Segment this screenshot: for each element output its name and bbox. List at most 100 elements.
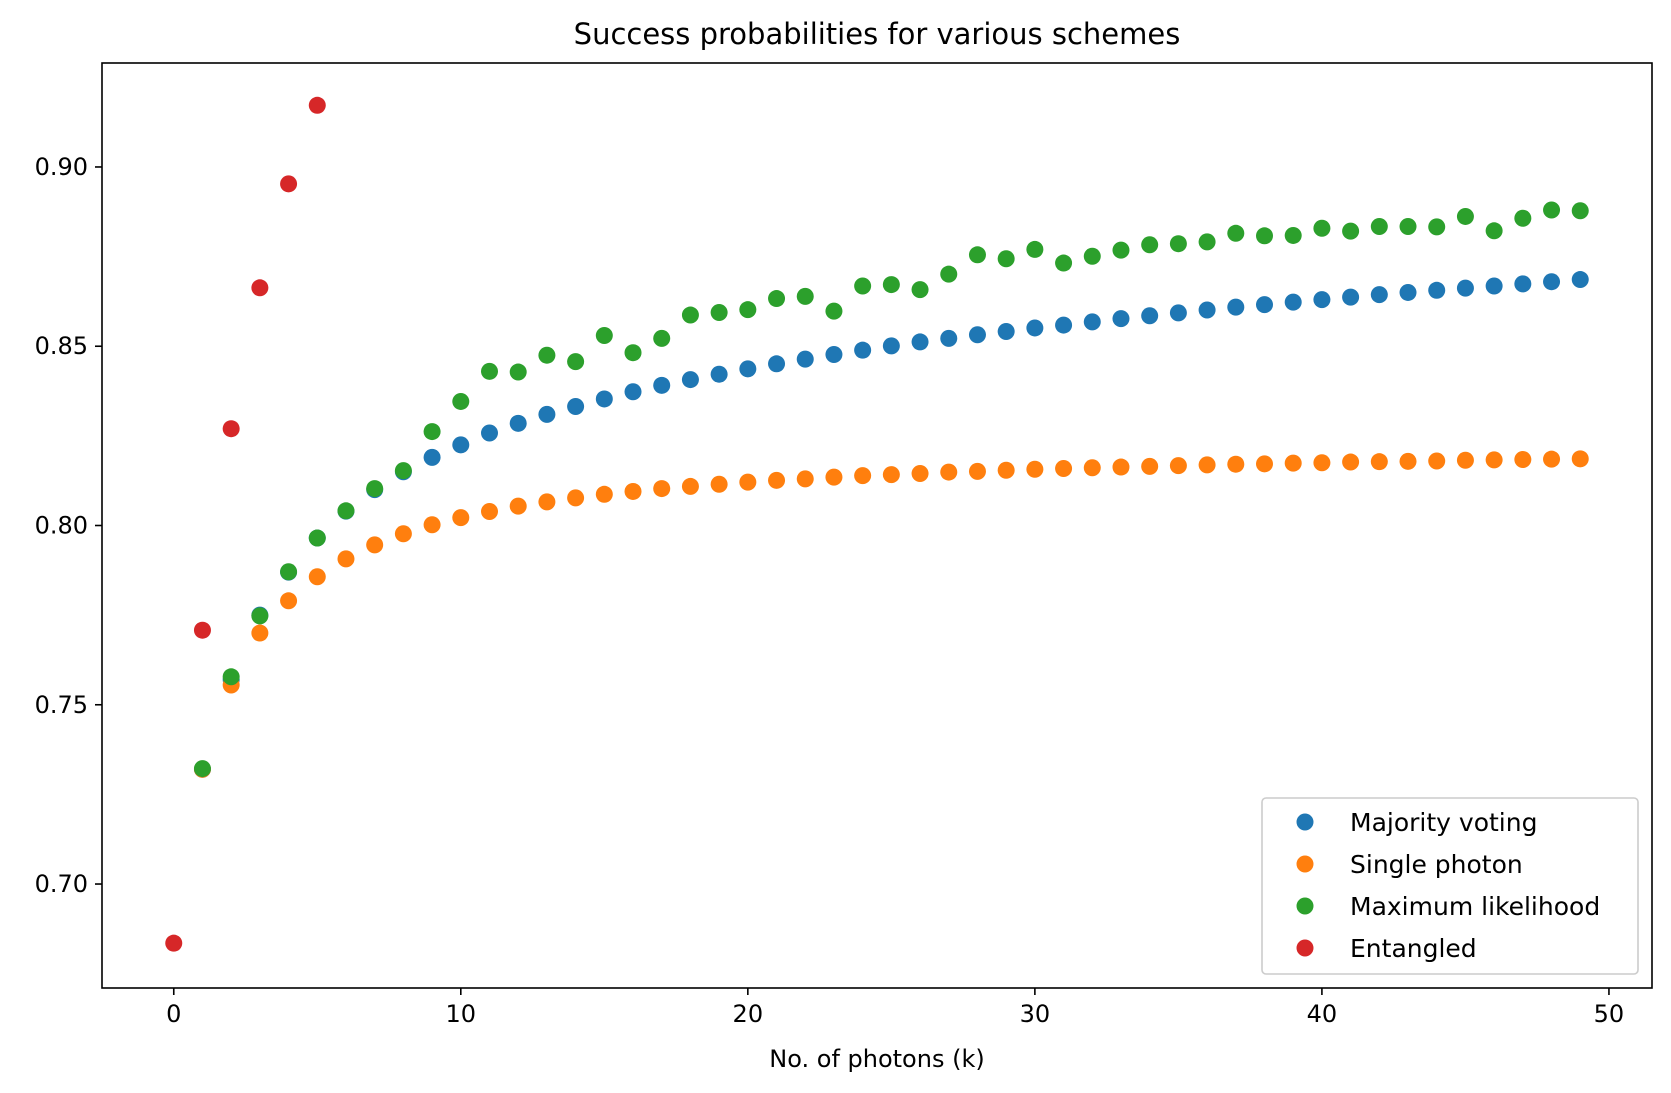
y-tick-label: 0.85 [35,332,88,360]
data-point [710,304,728,322]
data-point [1227,298,1245,316]
legend-marker [1296,897,1314,915]
data-point [251,279,269,297]
data-point [681,306,699,324]
data-point [366,536,384,554]
legend-label: Entangled [1350,934,1477,963]
data-point [1456,279,1474,297]
data-point [825,468,843,486]
data-point [1141,307,1159,325]
data-point [193,760,211,778]
data-point [595,390,613,408]
data-point [796,287,814,305]
data-point [1370,217,1388,235]
data-point [595,485,613,503]
data-point [739,301,757,319]
data-point [1342,222,1360,240]
data-point [595,326,613,344]
data-point [509,363,527,381]
data-point [854,467,872,485]
data-point [394,462,412,480]
data-point [567,489,585,507]
data-point [1256,455,1273,473]
data-point [222,668,240,686]
data-point [825,345,843,363]
data-point [1313,291,1331,309]
data-point [882,466,900,484]
plot-frame [101,62,1653,989]
data-point [1169,457,1187,475]
data-point [1083,459,1101,477]
data-point [251,607,269,625]
data-point [940,329,958,347]
data-point [394,525,412,543]
legend-box [1261,797,1639,975]
data-point [940,265,958,283]
data-point [1543,273,1561,291]
data-point [308,529,326,547]
data-point [1112,458,1130,476]
data-point [1256,227,1273,245]
data-point [1055,459,1073,477]
data-point [481,424,498,442]
y-axis-ticks: 0.70 0.75 0.80 0.85 0.90 [35,153,102,898]
y-tick-label: 0.90 [35,153,88,181]
data-point [1169,304,1187,322]
data-point [193,621,211,639]
data-point [739,473,757,491]
data-point [452,392,470,410]
x-axis-ticks: 0 10 20 30 40 50 [166,988,1624,1028]
data-point [882,337,900,355]
data-point [997,250,1015,268]
data-point [1428,452,1446,470]
data-point [1227,455,1245,473]
data-point [911,333,929,351]
data-point [1256,296,1273,314]
data-points [165,96,1589,952]
data-point [1342,288,1360,306]
data-point [1514,451,1532,469]
data-point [337,502,355,520]
data-point [1514,275,1532,293]
data-point [481,503,498,521]
data-point [739,360,757,378]
x-tick-label: 50 [1594,1000,1625,1028]
data-point [681,371,699,389]
data-point [1083,247,1101,265]
chart-title: Success probabilities for various scheme… [574,17,1181,51]
data-point [337,550,355,568]
legend-marker [1296,939,1314,957]
y-tick-label: 0.80 [35,512,88,540]
data-point [796,470,814,488]
data-point [768,355,786,373]
data-point [1428,281,1446,299]
data-point [1543,450,1561,468]
data-point [481,362,498,380]
data-point [1456,207,1474,225]
data-point [452,436,470,454]
data-point [538,405,556,423]
x-tick-label: 20 [733,1000,764,1028]
data-point [1485,222,1503,240]
data-point [1428,218,1446,236]
data-point [653,480,671,498]
x-tick-label: 10 [446,1000,477,1028]
legend-label: Maximum likelihood [1350,892,1600,921]
data-point [538,493,556,511]
y-tick-label: 0.75 [35,691,88,719]
data-point [308,96,326,114]
data-point [968,326,986,344]
series-single-photon [193,450,1589,778]
data-point [538,346,556,364]
legend: Majority voting Single photon Maximum like… [1261,797,1639,975]
data-point [1112,310,1130,328]
data-point [1198,233,1216,251]
y-tick-label: 0.70 [35,870,88,898]
data-point [624,482,642,500]
data-point [768,471,786,489]
data-point [624,344,642,362]
data-point [1370,453,1388,471]
series-entangled [165,96,326,952]
data-point [280,592,298,610]
data-point [1112,241,1130,259]
